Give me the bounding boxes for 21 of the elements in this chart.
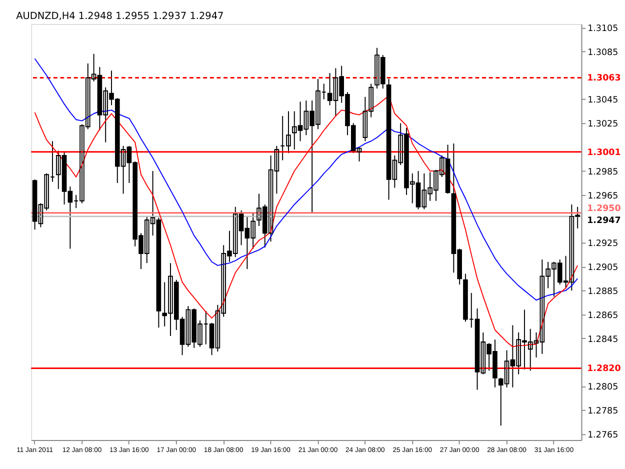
y-tick-label: 1.2905 xyxy=(588,263,618,274)
y-tick-label: 1.2885 xyxy=(588,286,618,297)
y-tick-label: 1.3025 xyxy=(588,120,618,130)
ref-line-label: 1.2820 xyxy=(587,364,621,374)
y-tick-label: 1.2805 xyxy=(588,382,618,393)
chart-title: AUDNZD,H4 1.2948 1.2955 1.2937 1.2947 xyxy=(16,10,224,22)
y-tick-label: 1.2965 xyxy=(588,191,618,202)
ref-line-label: 1.2950 xyxy=(587,204,621,214)
y-tick-label: 1.3105 xyxy=(588,24,618,34)
line-series xyxy=(34,58,578,301)
ref-line-label: 1.2947 xyxy=(587,216,621,226)
y-tick-label: 1.3085 xyxy=(588,48,618,58)
y-tick-label: 1.2845 xyxy=(588,334,618,345)
y-tick-label: 1.2765 xyxy=(588,430,618,440)
y-tick-label: 1.2985 xyxy=(588,167,618,178)
y-tick-label: 1.3045 xyxy=(588,96,618,106)
ref-line-label: 1.3001 xyxy=(587,148,621,158)
y-tick-label: 1.2925 xyxy=(588,239,618,250)
y-tick-label: 1.2785 xyxy=(588,406,618,417)
y-tick-label: 1.2865 xyxy=(588,310,618,321)
ref-line-label: 1.3063 xyxy=(587,74,621,84)
